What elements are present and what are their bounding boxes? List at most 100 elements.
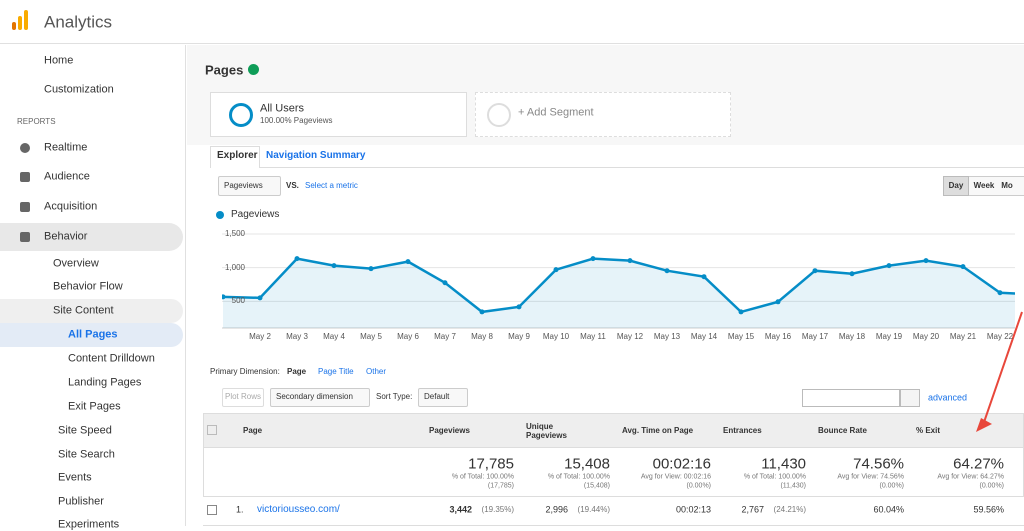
point [702, 274, 707, 279]
nav-item[interactable]: Behavior [44, 232, 87, 243]
plot [221, 256, 1024, 328]
x-tick-label: May 6 [397, 333, 419, 341]
tab[interactable]: Navigation Summary [266, 151, 365, 161]
cell-value: 2,996 [545, 506, 568, 515]
annotation-arrow [982, 312, 1022, 428]
column-header: Page [243, 427, 262, 435]
total-detail: Avg for View: 74.56% [837, 474, 904, 481]
point [554, 267, 559, 272]
nav-icon [20, 202, 30, 212]
point [369, 266, 374, 271]
nav-item[interactable]: Acquisition [44, 202, 97, 213]
nav-item[interactable]: Realtime [44, 143, 87, 154]
nav-subitem[interactable]: Site Search [58, 449, 115, 460]
point [517, 304, 522, 309]
nav-subitem[interactable]: Overview [53, 259, 99, 270]
dimension[interactable]: Page [287, 368, 306, 376]
total-detail: % of Total: 100.00% [452, 474, 514, 481]
x-tick-label: May 2 [249, 333, 271, 341]
arrow-head [976, 418, 992, 432]
point [813, 268, 818, 273]
x-tick-label: May 11 [580, 333, 606, 341]
verified-icon [248, 64, 259, 75]
cell-value: 60.04% [873, 506, 904, 515]
y-tick-label: 1,500 [225, 230, 245, 238]
period-button[interactable]: Mo [1001, 182, 1013, 190]
nav-icon [20, 232, 30, 242]
y-tick-label: 1,000 [225, 264, 245, 272]
cell-percent: (24.21%) [774, 506, 806, 514]
nav-icon [20, 143, 30, 153]
x-tick-label: May 13 [654, 333, 680, 341]
nav-subitem[interactable]: Behavior Flow [53, 282, 123, 293]
cell-percent: (19.35%) [482, 506, 514, 514]
segment-detail: 100.00% Pageviews [260, 117, 333, 125]
add-segment[interactable]: + Add Segment [518, 108, 594, 119]
nav-subitem[interactable]: Site Speed [58, 426, 112, 437]
point [776, 299, 781, 304]
x-tick-label: May 12 [617, 333, 643, 341]
nav-subitem[interactable]: Site Content [53, 306, 114, 317]
point [924, 258, 929, 263]
x-tick-label: May 8 [471, 333, 493, 341]
x-tick-label: May 17 [802, 333, 828, 341]
nav-subitem[interactable]: Events [58, 473, 92, 484]
select-metric[interactable]: Select a metric [305, 182, 358, 190]
period-button[interactable]: Week [974, 182, 995, 190]
nav-subitem[interactable]: Content Drilldown [68, 354, 155, 365]
point [258, 295, 263, 300]
total-detail: (17,785) [488, 483, 514, 490]
total-value: 15,408 [564, 457, 610, 472]
nav-subitem[interactable]: Exit Pages [68, 402, 121, 413]
total-value: 64.27% [953, 457, 1004, 472]
advanced-link[interactable]: advanced [928, 394, 967, 403]
x-tick-label: May 19 [876, 333, 902, 341]
total-value: 17,785 [468, 457, 514, 472]
x-tick-label: May 14 [691, 333, 717, 341]
nav-item[interactable]: Audience [44, 172, 90, 183]
point [850, 271, 855, 276]
row-index: 1. [236, 506, 244, 515]
dimension[interactable]: Page Title [318, 368, 354, 376]
total-detail: (0.00%) [979, 483, 1004, 490]
total-detail: (15,408) [584, 483, 610, 490]
total-detail: (0.00%) [686, 483, 711, 490]
nav-subitem[interactable]: Experiments [58, 520, 119, 531]
y-tick-label: 500 [232, 297, 245, 305]
column-header: % Exit [916, 427, 940, 435]
page-title: Pages [205, 64, 243, 77]
x-tick-label: May 22 [987, 333, 1013, 341]
period-button[interactable]: Day [949, 182, 964, 190]
x-tick-label: May 7 [434, 333, 456, 341]
page-link[interactable]: victoriousseo.com/ [257, 505, 340, 515]
cell-value: 00:02:13 [676, 506, 711, 515]
x-tick-label: May 15 [728, 333, 754, 341]
cell-value: 2,767 [741, 506, 764, 515]
point [406, 259, 411, 264]
segment-name: All Users [260, 104, 304, 115]
column-header: Pageviews [429, 427, 470, 435]
nav-subitem[interactable]: Landing Pages [68, 378, 141, 389]
x-tick-label: May 3 [286, 333, 308, 341]
total-detail: % of Total: 100.00% [548, 474, 610, 481]
point [628, 258, 633, 263]
metric-label: Pageviews [224, 182, 263, 190]
nav-subitem[interactable]: Publisher [58, 496, 104, 507]
nav-item[interactable]: Home [44, 56, 73, 67]
tab[interactable]: Explorer [217, 151, 258, 161]
nav-item[interactable]: Customization [44, 85, 114, 96]
nav-subitem[interactable]: All Pages [68, 330, 118, 341]
nav-icon [20, 172, 30, 182]
column-header: Avg. Time on Page [622, 427, 693, 435]
nav-section: REPORTS [17, 118, 56, 126]
primary-dimension-label: Primary Dimension: [210, 368, 280, 376]
x-tick-label: May 18 [839, 333, 865, 341]
point [221, 294, 226, 299]
x-tick-label: May 5 [360, 333, 382, 341]
x-tick-label: May 20 [913, 333, 939, 341]
total-detail: % of Total: 100.00% [744, 474, 806, 481]
x-tick-label: May 21 [950, 333, 976, 341]
dimension[interactable]: Other [366, 368, 386, 376]
